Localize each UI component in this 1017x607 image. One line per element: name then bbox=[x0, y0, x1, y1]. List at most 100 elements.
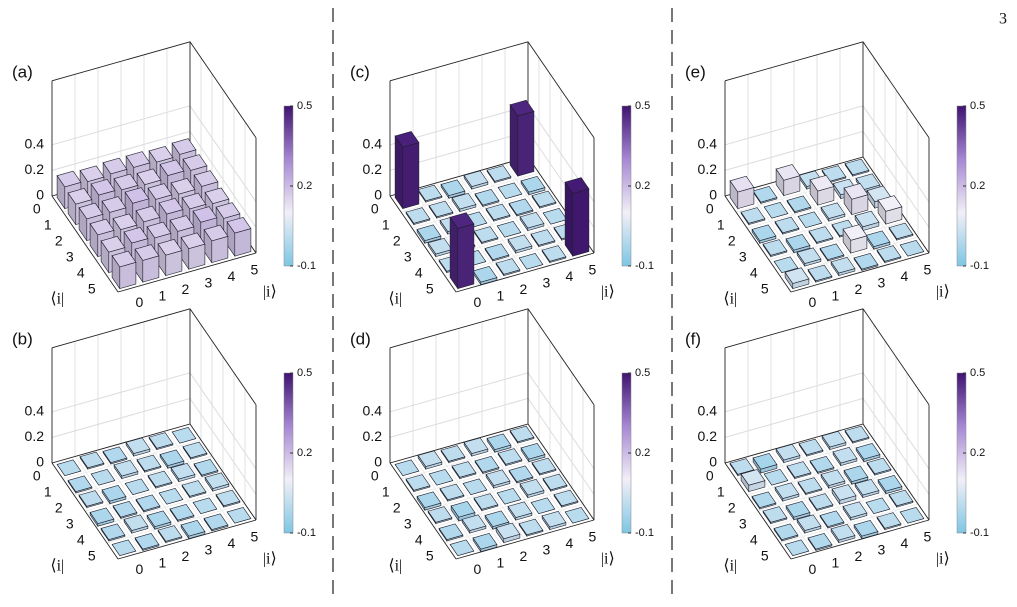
bar-face bbox=[394, 135, 404, 210]
floor-grid bbox=[73, 455, 213, 496]
panel-label: (a) bbox=[12, 62, 33, 81]
bar-face bbox=[147, 183, 173, 200]
floor-grid bbox=[746, 455, 886, 496]
axis-line bbox=[389, 308, 529, 349]
bar-face bbox=[440, 445, 466, 462]
x-axis-label: |i⟩ bbox=[601, 551, 615, 568]
bar-face bbox=[729, 175, 755, 193]
bar bbox=[832, 446, 858, 467]
bar-face bbox=[402, 142, 420, 210]
bar-face bbox=[416, 491, 442, 508]
bar bbox=[474, 189, 500, 208]
bar-face bbox=[203, 513, 229, 530]
axis-line bbox=[189, 423, 257, 521]
bar-face bbox=[842, 224, 868, 241]
x-tick-label: 5 bbox=[589, 528, 597, 544]
x-tick-label: 3 bbox=[878, 274, 886, 290]
bar bbox=[438, 523, 464, 542]
bar-face bbox=[751, 491, 777, 508]
bar bbox=[808, 226, 834, 245]
bar-face bbox=[451, 192, 477, 210]
x-tick-label: 1 bbox=[832, 287, 840, 303]
y-tick-label: 4 bbox=[77, 532, 85, 548]
bar bbox=[752, 453, 778, 474]
x-tick-label: 1 bbox=[159, 554, 167, 570]
bar-face bbox=[158, 488, 184, 505]
bar-face bbox=[519, 478, 545, 496]
bar-face bbox=[463, 437, 489, 454]
bar bbox=[774, 216, 800, 236]
bar-face bbox=[215, 202, 241, 219]
panel-label: (b) bbox=[12, 329, 33, 348]
bar bbox=[773, 256, 799, 273]
bar bbox=[496, 488, 522, 505]
bar bbox=[171, 427, 197, 444]
bar-face bbox=[472, 266, 498, 283]
bar-face bbox=[90, 469, 116, 486]
bar-face bbox=[763, 202, 789, 219]
y-tick-label: 2 bbox=[393, 233, 401, 249]
axis-line bbox=[389, 423, 529, 464]
bar bbox=[843, 183, 869, 216]
bar bbox=[226, 507, 252, 524]
bar-face bbox=[496, 221, 522, 238]
bar bbox=[472, 533, 498, 553]
bar-face bbox=[449, 539, 475, 556]
bar-face bbox=[192, 206, 218, 223]
bar bbox=[785, 234, 811, 254]
bar bbox=[762, 239, 788, 258]
bar bbox=[855, 443, 881, 463]
bar bbox=[821, 430, 847, 451]
y-tick-label: 0 bbox=[371, 201, 379, 217]
x-tick-label: 0 bbox=[474, 294, 482, 310]
bar bbox=[146, 510, 172, 531]
y-tick-label: 2 bbox=[55, 233, 63, 249]
bar-face bbox=[843, 183, 869, 200]
bar-face bbox=[192, 497, 218, 514]
bar-face bbox=[78, 490, 104, 507]
axis-line bbox=[862, 308, 930, 406]
bar-face bbox=[136, 454, 162, 472]
bar-face bbox=[111, 250, 137, 268]
bar-face bbox=[507, 501, 533, 518]
bar-face bbox=[181, 480, 207, 497]
axis-line bbox=[189, 308, 257, 406]
y-tick-label: 0 bbox=[706, 201, 714, 217]
bar-face bbox=[463, 170, 489, 187]
bar bbox=[899, 507, 925, 524]
bar-face bbox=[843, 465, 869, 482]
bar bbox=[797, 211, 823, 228]
bar bbox=[449, 212, 475, 290]
bar-face bbox=[416, 224, 442, 241]
bar-face bbox=[171, 427, 197, 444]
bar-face bbox=[899, 240, 925, 257]
bar-face bbox=[394, 459, 420, 476]
bar-face bbox=[820, 469, 846, 486]
x-tick-label: 5 bbox=[589, 261, 597, 277]
bar bbox=[451, 192, 477, 213]
bar-face bbox=[203, 224, 229, 242]
bar bbox=[89, 507, 115, 528]
bar-face bbox=[134, 244, 160, 261]
colorbar-tick-label: 0.5 bbox=[297, 367, 312, 379]
bar bbox=[830, 523, 856, 544]
bar bbox=[112, 501, 138, 520]
bar bbox=[134, 533, 160, 552]
bar-face bbox=[113, 459, 139, 477]
bar-face bbox=[473, 226, 499, 243]
bar-face bbox=[542, 208, 568, 225]
z-tick-label: 0.4 bbox=[25, 403, 45, 419]
colorbar-tick-label: -0.1 bbox=[635, 527, 654, 539]
bar bbox=[809, 174, 835, 207]
y-axis-label: ⟨i| bbox=[723, 557, 737, 574]
bar-face bbox=[831, 484, 857, 501]
floor-grid bbox=[411, 455, 551, 496]
bar bbox=[56, 459, 82, 476]
bar bbox=[405, 207, 431, 226]
bar bbox=[440, 179, 466, 200]
bar bbox=[159, 449, 185, 470]
bar bbox=[496, 221, 522, 238]
y-tick-label: 3 bbox=[66, 249, 74, 265]
bar-face bbox=[148, 432, 174, 449]
